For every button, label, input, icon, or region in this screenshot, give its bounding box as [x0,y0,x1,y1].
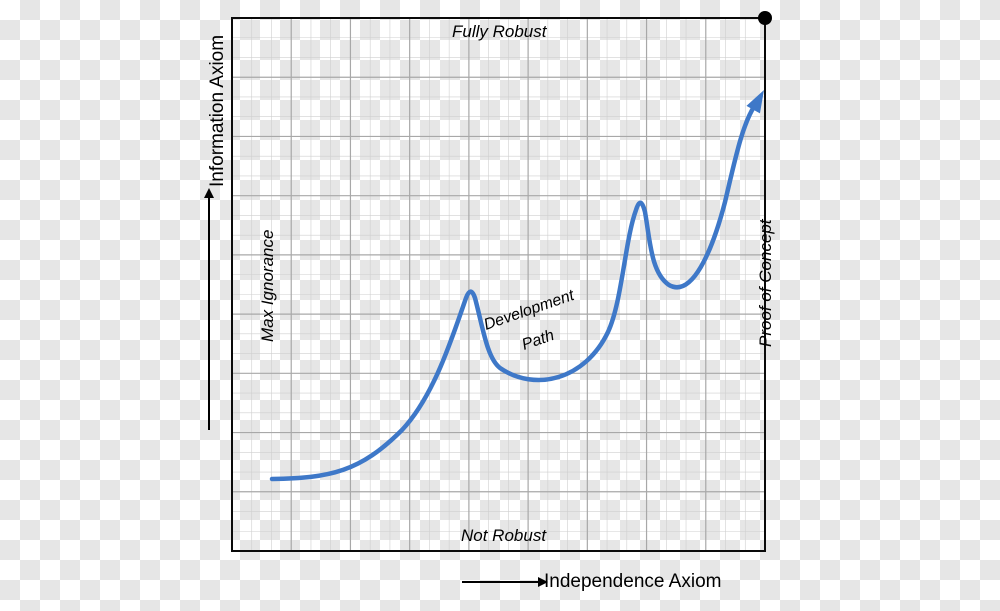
top-label: Fully Robust [452,22,546,42]
development-path-label-1: Development [482,287,577,334]
plot: Development Path [0,0,1000,611]
bottom-label: Not Robust [461,526,546,546]
y-axis-label: Information Axiom [207,35,229,187]
fully-robust-point [758,11,772,25]
development-path-curve [272,105,755,479]
left-label: Max Ignorance [258,230,278,342]
curve-arrowhead [746,90,764,113]
development-path-label-2: Path [520,327,557,354]
diagram-stage: Development Path Information Axiom Indep… [0,0,1000,611]
x-axis-label: Independence Axiom [544,571,721,593]
right-label: Proof of Concept [756,219,776,347]
